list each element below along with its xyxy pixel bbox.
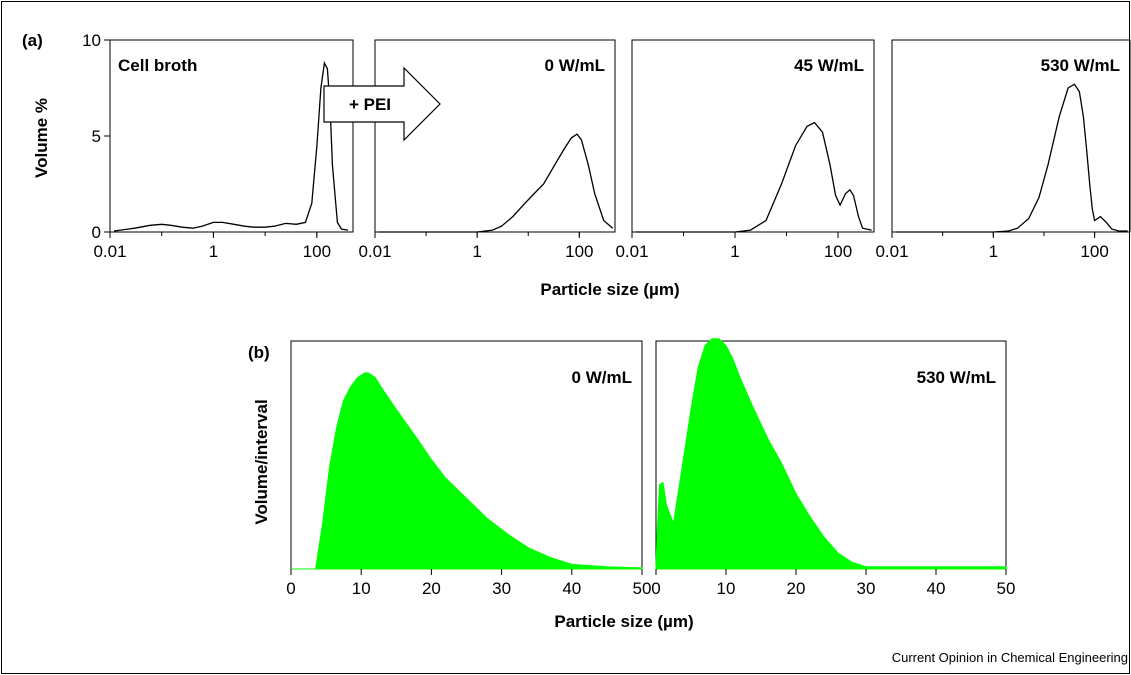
x-tick-label: 10	[352, 579, 371, 598]
panel-b-ylabel: Volume/interval	[252, 399, 271, 524]
x-tick-label: 1	[209, 242, 218, 261]
pei-arrow-shape	[323, 66, 441, 142]
x-tick-label: 100	[1080, 242, 1108, 261]
chart-title: 530 W/mL	[917, 368, 996, 387]
x-tick-label: 100	[565, 242, 593, 261]
chart-b-0-w-ml: 0 10 20 30 40 50 0 W/mL	[286, 340, 652, 598]
x-tick-label: 0	[286, 579, 295, 598]
x-tick-label: 50	[997, 579, 1016, 598]
chart-title: 530 W/mL	[1041, 56, 1120, 75]
x-tick-label: 0	[651, 579, 660, 598]
plot-frame	[631, 39, 875, 233]
chart-title: Cell broth	[118, 56, 197, 75]
x-tick-label: 30	[492, 579, 511, 598]
chart-cell-broth: 0.01 1 100 0 5 10 Cell broth	[82, 31, 354, 261]
series-area	[655, 338, 1007, 570]
x-tick-label: 50	[633, 579, 652, 598]
panel-b-tag: (b)	[248, 343, 270, 362]
x-tick-label: 100	[824, 242, 852, 261]
series-line	[896, 83, 1128, 233]
panel-a-tag: (a)	[22, 31, 43, 50]
series-line	[114, 60, 349, 232]
x-tick-label: 1	[730, 242, 739, 261]
series-area	[291, 372, 643, 570]
plot-frame	[374, 39, 616, 233]
x-tick-label: 0.01	[615, 242, 648, 261]
x-tick-label: 40	[927, 579, 946, 598]
x-tick-label: 30	[857, 579, 876, 598]
x-tick-label: 20	[422, 579, 441, 598]
chart-45-w-ml: 0.01 1 100 45 W/mL	[615, 39, 875, 261]
chart-title: 0 W/mL	[545, 56, 605, 75]
x-tick-label: 0.01	[93, 242, 126, 261]
pei-arrow-label: + PEI	[349, 95, 391, 114]
panel-a-ylabel: Volume %	[32, 98, 51, 178]
credit-text: Current Opinion in Chemical Engineering	[892, 650, 1128, 665]
x-tick-label: 0.01	[875, 242, 908, 261]
plot-frame	[891, 39, 1131, 233]
chart-530-w-ml: 0.01 1 100 530 W/mL	[875, 39, 1131, 261]
panel-a-xlabel: Particle size (µm)	[540, 280, 679, 299]
x-tick-label: 1	[472, 242, 481, 261]
chart-title: 0 W/mL	[572, 368, 632, 387]
pei-arrow: + PEI	[323, 66, 441, 142]
x-tick-label: 20	[787, 579, 806, 598]
x-tick-label: 1	[989, 242, 998, 261]
x-tick-label: 100	[303, 242, 331, 261]
x-tick-label: 40	[562, 579, 581, 598]
y-tick-label: 5	[92, 127, 101, 146]
y-tick-label: 10	[82, 31, 101, 50]
y-tick-label: 0	[92, 223, 101, 242]
x-tick-label: 0.01	[358, 242, 391, 261]
chart-title: 45 W/mL	[794, 56, 864, 75]
series-line	[636, 121, 872, 233]
x-tick-label: 10	[717, 579, 736, 598]
series-line	[379, 133, 614, 233]
chart-0-w-ml: 0.01 1 100 0 W/mL	[358, 39, 616, 261]
chart-b-530-w-ml: 0 10 20 30 40 50 530 W/mL	[651, 338, 1016, 598]
panel-b-xlabel: Particle size (µm)	[554, 612, 693, 631]
